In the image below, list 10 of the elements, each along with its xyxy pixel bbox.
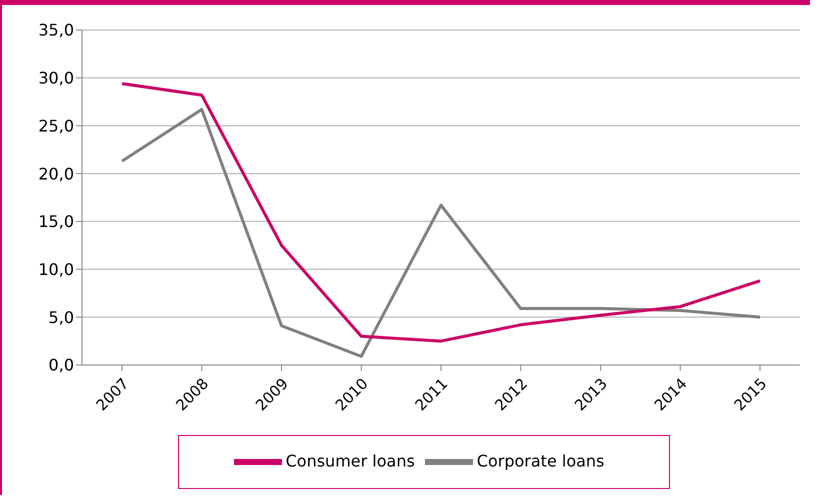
y-tick-label: 30,0 bbox=[38, 68, 74, 88]
y-tick-label: 25,0 bbox=[38, 116, 74, 136]
y-tick-label: 35,0 bbox=[38, 20, 74, 40]
y-tick-label: 15,0 bbox=[38, 212, 74, 232]
y-tick-label: 5,0 bbox=[48, 308, 74, 327]
legend-label: Corporate loans bbox=[476, 451, 604, 470]
legend-label: Consumer loans bbox=[286, 451, 415, 470]
y-tick-label: 0,0 bbox=[48, 356, 74, 375]
y-tick-label: 20,0 bbox=[38, 164, 74, 184]
y-tick-label: 10,0 bbox=[38, 260, 74, 279]
